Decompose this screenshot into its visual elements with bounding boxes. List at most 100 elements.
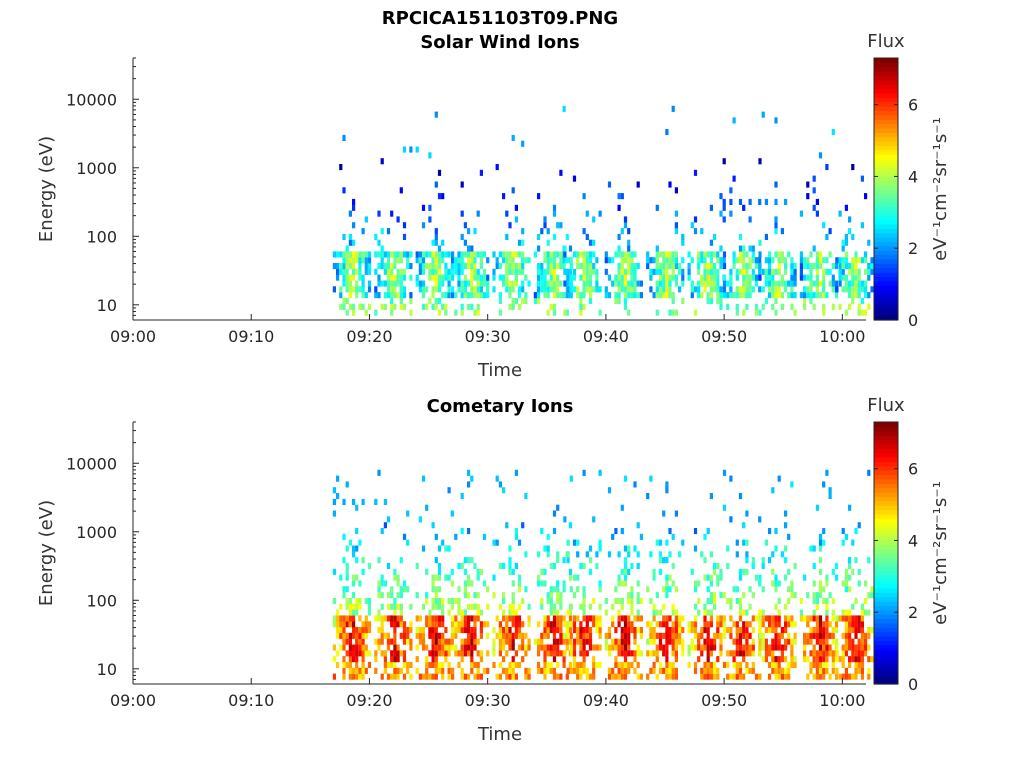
heatmap-cell bbox=[787, 621, 791, 628]
heatmap-cell bbox=[812, 187, 816, 194]
heatmap-cell bbox=[437, 309, 442, 316]
heatmap-cell bbox=[524, 257, 528, 264]
heatmap-cell bbox=[864, 286, 868, 293]
heatmap-cell bbox=[511, 592, 515, 599]
heatmap-cell bbox=[588, 673, 593, 680]
heatmap-cell bbox=[617, 297, 621, 304]
heatmap-cell bbox=[633, 280, 637, 287]
heatmap-cell bbox=[460, 309, 464, 316]
heatmap-cell bbox=[803, 656, 807, 663]
heatmap-cell bbox=[380, 592, 384, 599]
heatmap-cell bbox=[693, 286, 698, 293]
heatmap-cell bbox=[812, 644, 816, 651]
heatmap-cell bbox=[434, 656, 438, 663]
heatmap-cell bbox=[572, 574, 577, 581]
heatmap-cell bbox=[355, 673, 359, 680]
heatmap-cell bbox=[572, 661, 577, 668]
heatmap-cell bbox=[745, 667, 749, 674]
heatmap-cell bbox=[745, 263, 749, 270]
heatmap-cell bbox=[768, 263, 772, 270]
heatmap-cell bbox=[457, 562, 461, 569]
heatmap-cell bbox=[441, 621, 445, 628]
heatmap-cell bbox=[803, 257, 807, 264]
colorbar-tick-label: 2 bbox=[908, 239, 918, 258]
heatmap-cell bbox=[352, 198, 356, 205]
heatmap-cell bbox=[390, 274, 394, 281]
heatmap-cell bbox=[867, 274, 871, 281]
heatmap-cell bbox=[502, 487, 506, 494]
colorbar-segment bbox=[874, 62, 898, 68]
heatmap-cell bbox=[437, 545, 442, 552]
heatmap-cell bbox=[447, 667, 451, 674]
heatmap-cell bbox=[495, 632, 499, 639]
heatmap-cell bbox=[738, 597, 743, 604]
heatmap-cell bbox=[611, 621, 615, 628]
heatmap-cell bbox=[662, 615, 666, 622]
heatmap-cell bbox=[793, 656, 797, 663]
heatmap-cell bbox=[790, 257, 794, 264]
heatmap-cell bbox=[425, 597, 429, 604]
heatmap-cell bbox=[671, 638, 675, 645]
colorbar-segment bbox=[874, 171, 898, 177]
heatmap-cell bbox=[681, 257, 685, 264]
heatmap-cell bbox=[758, 239, 762, 246]
heatmap-cell bbox=[678, 621, 682, 628]
heatmap-cell bbox=[556, 222, 560, 229]
heatmap-cell bbox=[738, 627, 743, 634]
heatmap-cell bbox=[380, 574, 384, 581]
heatmap-cell bbox=[355, 557, 359, 564]
heatmap-cell bbox=[546, 597, 550, 604]
heatmap-cell bbox=[582, 638, 586, 645]
heatmap-cell bbox=[508, 545, 512, 552]
heatmap-cell bbox=[822, 481, 826, 488]
heatmap-cell bbox=[848, 280, 852, 287]
heatmap-cell bbox=[582, 268, 586, 275]
heatmap-cell bbox=[607, 551, 612, 558]
heatmap-cell bbox=[611, 257, 615, 264]
heatmap-cell bbox=[774, 621, 778, 628]
heatmap-cell bbox=[815, 627, 819, 634]
heatmap-cell bbox=[470, 274, 474, 281]
heatmap-cell bbox=[838, 656, 842, 663]
heatmap-cell bbox=[342, 557, 346, 564]
heatmap-cell bbox=[374, 498, 378, 505]
heatmap-cell bbox=[748, 286, 752, 293]
colorbar-segment bbox=[874, 496, 898, 502]
heatmap-cell bbox=[633, 268, 637, 275]
heatmap-cell bbox=[402, 146, 407, 153]
heatmap-cell bbox=[844, 574, 848, 581]
heatmap-cell bbox=[418, 632, 422, 639]
heatmap-cell bbox=[818, 621, 823, 628]
heatmap-cell bbox=[706, 667, 710, 674]
heatmap-cell bbox=[342, 627, 346, 634]
heatmap-cell bbox=[457, 251, 461, 258]
heatmap-cell bbox=[457, 268, 461, 275]
heatmap-cell bbox=[748, 644, 752, 651]
heatmap-cell bbox=[524, 297, 528, 304]
heatmap-cell bbox=[706, 632, 710, 639]
heatmap-cell bbox=[604, 638, 608, 645]
heatmap-cell bbox=[867, 667, 871, 674]
heatmap-cell bbox=[562, 292, 566, 299]
heatmap-cell bbox=[563, 268, 567, 275]
heatmap-cell bbox=[345, 650, 349, 657]
heatmap-cell bbox=[758, 673, 762, 680]
heatmap-cell bbox=[595, 621, 599, 628]
panel1-colorbar-unit: eV⁻¹cm⁻²sr⁻¹s⁻¹ bbox=[930, 117, 951, 261]
heatmap-cell bbox=[598, 210, 602, 217]
heatmap-cell bbox=[540, 632, 544, 639]
heatmap-cell bbox=[623, 656, 628, 663]
heatmap-cell bbox=[425, 615, 429, 622]
heatmap-cell bbox=[713, 286, 717, 293]
heatmap-cell bbox=[668, 251, 672, 258]
heatmap-cell bbox=[582, 193, 586, 200]
heatmap-cell bbox=[777, 268, 781, 275]
heatmap-cell bbox=[399, 557, 403, 564]
heatmap-cell bbox=[434, 667, 438, 674]
heatmap-cell bbox=[630, 650, 634, 657]
heatmap-cell bbox=[854, 615, 858, 622]
heatmap-cell bbox=[671, 297, 675, 304]
heatmap-cell bbox=[579, 309, 583, 316]
heatmap-cell bbox=[784, 627, 788, 634]
heatmap-cell bbox=[521, 257, 525, 264]
